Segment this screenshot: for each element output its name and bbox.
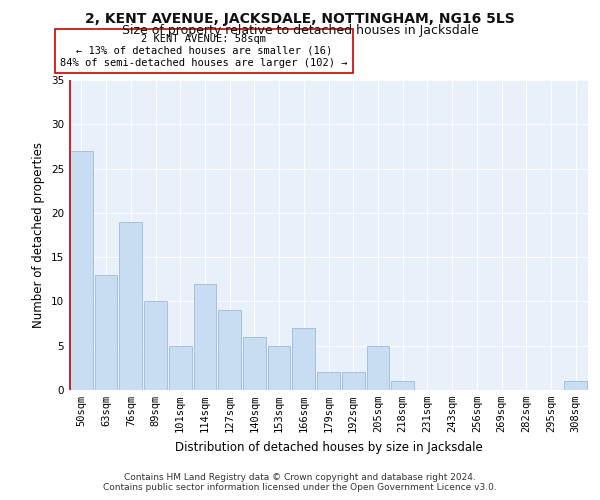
Bar [194, 284, 216, 390]
X-axis label: Distribution of detached houses by size in Jacksdale: Distribution of detached houses by size … [175, 440, 482, 454]
Bar [243, 337, 266, 390]
Text: 2 KENT AVENUE: 58sqm
← 13% of detached houses are smaller (16)
84% of semi-detac: 2 KENT AVENUE: 58sqm ← 13% of detached h… [60, 34, 347, 68]
Bar [144, 302, 167, 390]
Bar [317, 372, 340, 390]
Text: 2, KENT AVENUE, JACKSDALE, NOTTINGHAM, NG16 5LS: 2, KENT AVENUE, JACKSDALE, NOTTINGHAM, N… [85, 12, 515, 26]
Bar [218, 310, 241, 390]
Y-axis label: Number of detached properties: Number of detached properties [32, 142, 46, 328]
Bar [268, 346, 290, 390]
Bar [564, 381, 587, 390]
Text: Contains HM Land Registry data © Crown copyright and database right 2024.
Contai: Contains HM Land Registry data © Crown c… [103, 473, 497, 492]
Bar [367, 346, 389, 390]
Bar [95, 275, 118, 390]
Bar [292, 328, 315, 390]
Bar [70, 151, 93, 390]
Bar [169, 346, 191, 390]
Bar [342, 372, 365, 390]
Bar [119, 222, 142, 390]
Bar [391, 381, 414, 390]
Text: Size of property relative to detached houses in Jacksdale: Size of property relative to detached ho… [122, 24, 478, 37]
